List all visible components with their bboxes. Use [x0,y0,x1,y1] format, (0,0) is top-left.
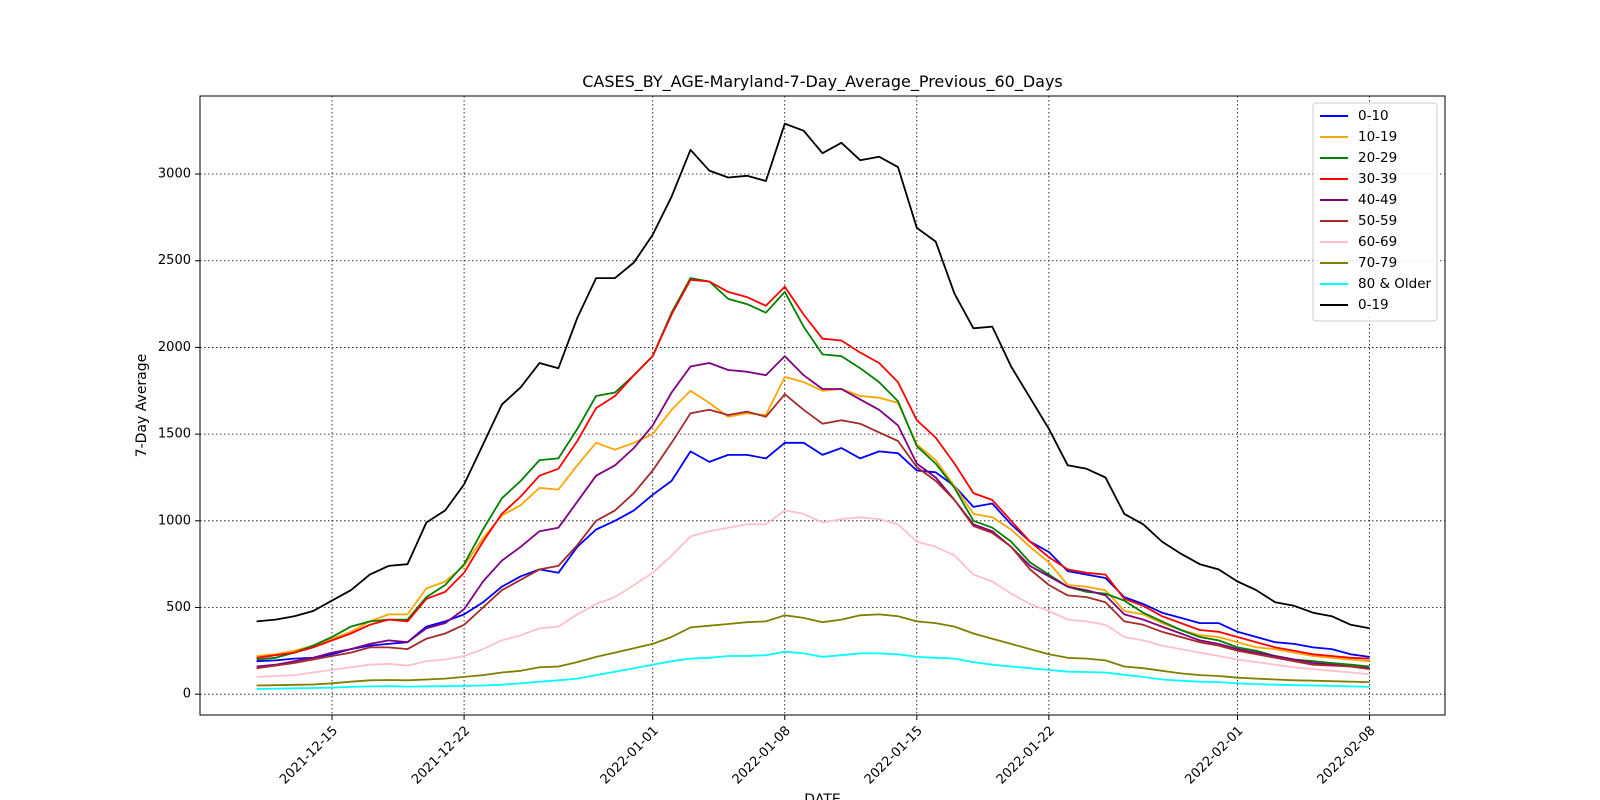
series-lines [256,122,1370,690]
series-line-20-29 [256,277,1370,668]
x-tick-label: 2022-01-22 [994,723,1058,787]
series-line-0-10 [256,441,1370,663]
legend-label: 20-29 [1358,150,1397,166]
x-tick-label: 2021-12-15 [277,723,341,787]
legend-label: 50-59 [1358,213,1397,229]
legend: 0-10 10-19 20-29 30-39 40-49 50-59 60-69 70-79 8… [1312,102,1438,322]
series-line-80-older [256,650,1370,690]
grid-lines [200,96,1445,715]
y-tick-label: 0 [183,687,191,702]
y-axis-ticks: 0 500 1000 1500 2000 2500 3000 [158,167,200,702]
series-line-40-49 [256,355,1370,670]
legend-label: 40-49 [1358,192,1397,208]
legend-label: 0-10 [1358,108,1389,124]
x-tick-label: 2022-01-01 [598,723,662,787]
legend-label: 60-69 [1358,234,1397,250]
chart-title: CASES_BY_AGE-Maryland-7-Day_Average_Prev… [582,72,1063,92]
x-axis-ticks: 2021-12-15 2021-12-22 2022-01-01 2022-01-08… [277,715,1379,787]
plot-frame [199,95,1446,716]
x-tick-label: 2022-01-15 [862,723,926,787]
legend-label: 10-19 [1358,129,1397,145]
legend-label: 0-19 [1358,297,1389,313]
x-tick-label: 2022-02-01 [1183,723,1247,787]
legend-label: 30-39 [1358,171,1397,187]
y-tick-label: 2000 [158,340,191,355]
y-tick-label: 500 [166,600,191,615]
legend-label: 70-79 [1358,255,1397,271]
x-tick-label: 2021-12-22 [409,723,473,787]
series-line-70-79 [256,613,1370,687]
legend-label: 80 & Older [1358,276,1432,292]
x-axis-label: DATE [804,792,840,800]
y-tick-label: 1000 [158,513,191,528]
series-line-30-39 [256,278,1370,660]
y-tick-label: 2500 [158,253,191,268]
x-tick-label: 2022-01-08 [730,723,794,787]
series-line-50-59 [256,393,1370,670]
x-tick-label: 2022-02-08 [1315,723,1379,787]
y-tick-label: 3000 [158,167,191,182]
series-line-60-69 [256,509,1370,678]
series-line-0-19 [256,122,1370,630]
y-tick-label: 1500 [158,427,191,442]
y-axis-label: 7-Day Average [134,354,150,458]
